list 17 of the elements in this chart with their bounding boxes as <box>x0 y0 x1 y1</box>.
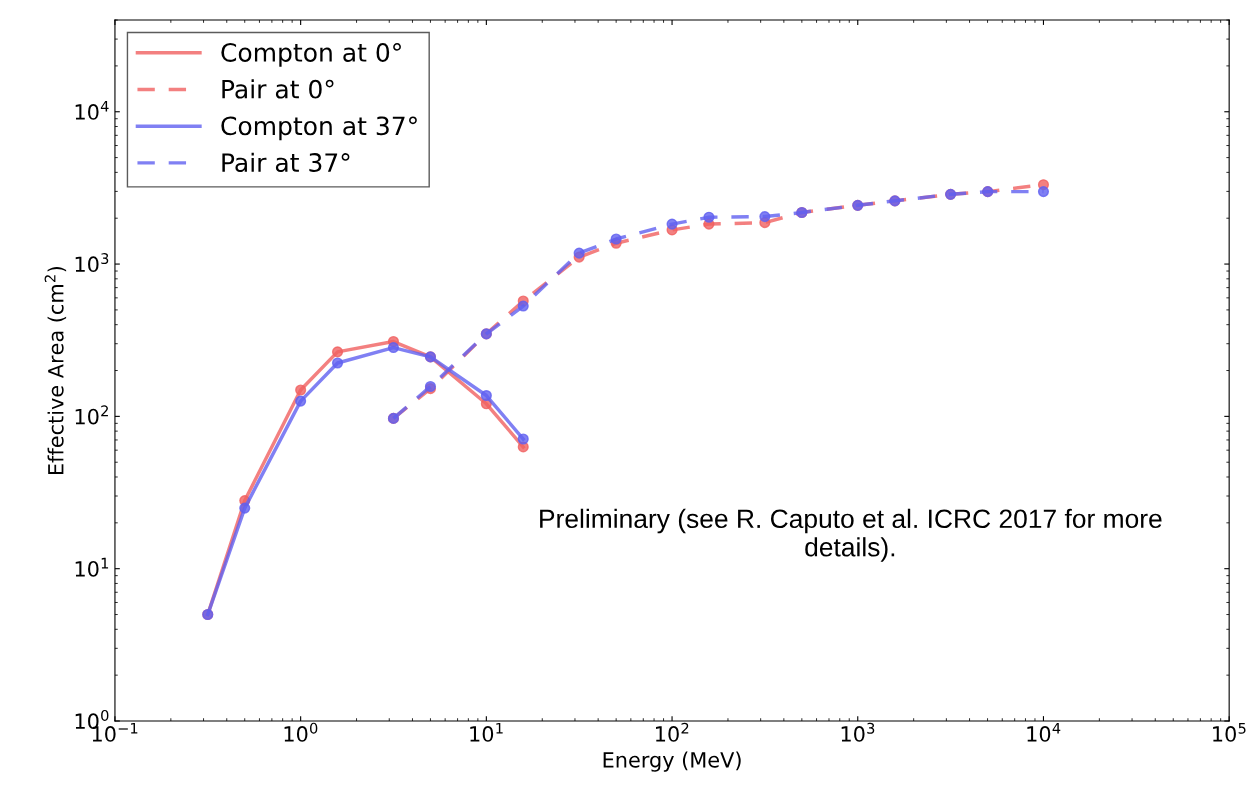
annotation: Preliminary (see R. Caputo et al. ICRC 2017 for more details). <box>540 508 1162 562</box>
legend-label: Compton at 37° <box>221 116 417 141</box>
x-tick-label: 10$^{5}$ <box>1213 722 1246 742</box>
y-tick-label: 10$^{2}$ <box>75 405 108 425</box>
x-tick-label: 10$^{3}$ <box>841 722 875 742</box>
x-tick-label: 10$^{4}$ <box>1027 722 1061 742</box>
legend-label: Compton at 0° <box>221 42 401 67</box>
x-tick-label: 10$^{2}$ <box>656 722 689 742</box>
y-tick-label: 10$^{1}$ <box>75 557 109 577</box>
x-tick-label: 10$^{1}$ <box>470 722 503 742</box>
y-tick-label: 10$^{4}$ <box>75 100 109 120</box>
x-axis-title: Energy (MeV) <box>603 751 741 772</box>
y-tick-label: 10$^{3}$ <box>75 253 109 273</box>
legend-label: Pair at 37° <box>222 152 350 172</box>
y-axis-title: Effective Area (cm$^{2}$) <box>44 266 67 474</box>
legend-label: Pair at 0° <box>222 79 334 99</box>
x-tick-label: 10$^{0}$ <box>284 722 318 742</box>
